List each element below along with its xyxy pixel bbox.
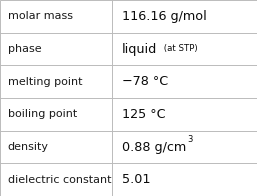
Text: phase: phase (8, 44, 41, 54)
Text: dielectric constant: dielectric constant (8, 175, 111, 185)
Text: molar mass: molar mass (8, 11, 73, 21)
Text: 116.16 g/mol: 116.16 g/mol (122, 10, 207, 23)
Text: density: density (8, 142, 49, 152)
Text: 125 °C: 125 °C (122, 108, 166, 121)
Text: 3: 3 (188, 135, 193, 144)
Text: 0.88 g/cm: 0.88 g/cm (122, 141, 186, 153)
Text: melting point: melting point (8, 77, 82, 87)
Text: (at STP): (at STP) (161, 44, 198, 54)
Text: boiling point: boiling point (8, 109, 77, 119)
Text: 5.01: 5.01 (122, 173, 151, 186)
Text: liquid: liquid (122, 43, 157, 55)
Text: −78 °C: −78 °C (122, 75, 168, 88)
